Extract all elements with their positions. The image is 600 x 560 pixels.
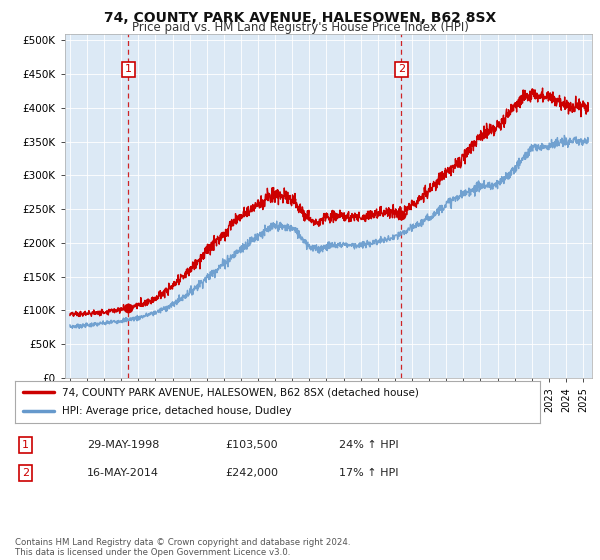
Text: 2: 2 xyxy=(398,64,405,74)
Text: 2: 2 xyxy=(22,468,29,478)
Text: 24% ↑ HPI: 24% ↑ HPI xyxy=(339,440,398,450)
Text: 17% ↑ HPI: 17% ↑ HPI xyxy=(339,468,398,478)
Text: 74, COUNTY PARK AVENUE, HALESOWEN, B62 8SX (detached house): 74, COUNTY PARK AVENUE, HALESOWEN, B62 8… xyxy=(62,387,419,397)
Text: 1: 1 xyxy=(22,440,29,450)
Text: £242,000: £242,000 xyxy=(225,468,278,478)
Text: £103,500: £103,500 xyxy=(225,440,278,450)
Text: 1: 1 xyxy=(125,64,132,74)
Text: 74, COUNTY PARK AVENUE, HALESOWEN, B62 8SX: 74, COUNTY PARK AVENUE, HALESOWEN, B62 8… xyxy=(104,11,496,25)
Text: Price paid vs. HM Land Registry's House Price Index (HPI): Price paid vs. HM Land Registry's House … xyxy=(131,21,469,35)
Text: HPI: Average price, detached house, Dudley: HPI: Average price, detached house, Dudl… xyxy=(62,407,292,417)
Text: 29-MAY-1998: 29-MAY-1998 xyxy=(87,440,160,450)
Text: Contains HM Land Registry data © Crown copyright and database right 2024.
This d: Contains HM Land Registry data © Crown c… xyxy=(15,538,350,557)
Text: 16-MAY-2014: 16-MAY-2014 xyxy=(87,468,159,478)
